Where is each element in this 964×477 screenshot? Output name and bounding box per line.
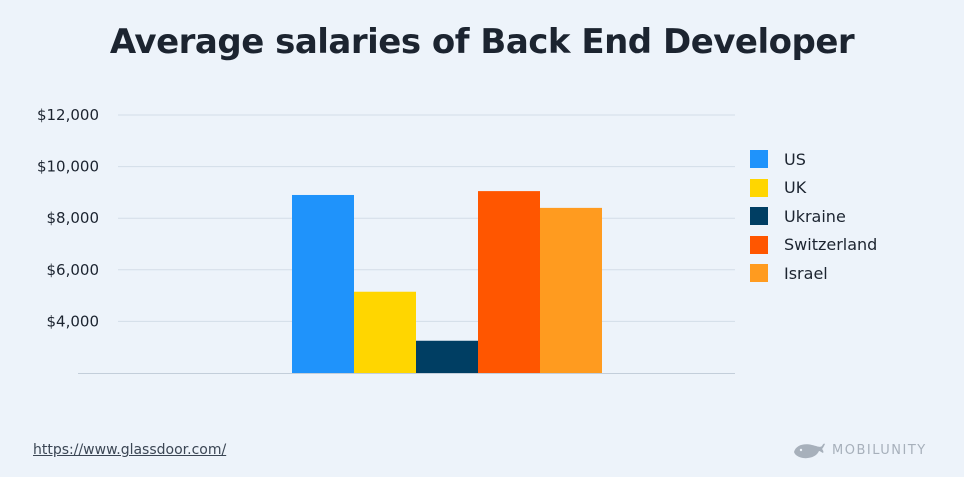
legend-item-switzerland: Switzerland [750,231,877,260]
legend-swatch [750,178,768,197]
y-tick-label: $6,000 [47,261,100,279]
bar-us [292,194,354,373]
bar-switzerland [478,191,540,373]
y-tick-label: $4,000 [47,312,100,330]
bar-ukraine [416,340,478,373]
legend-swatch [750,207,768,226]
bar-israel [540,207,602,373]
legend: US UK Ukraine Switzerland Israel [750,145,877,288]
y-tick-label: $8,000 [47,209,100,227]
legend-label: Israel [784,263,828,283]
legend-item-uk: UK [750,174,877,203]
legend-label: UK [784,178,807,198]
legend-item-ukraine: Ukraine [750,202,877,231]
legend-swatch [750,235,768,254]
y-axis-ticks: $4,000 $6,000 $8,000 $10,000 $12,000 [37,106,99,330]
legend-swatch [750,150,768,169]
legend-item-us: US [750,145,877,174]
gridlines [78,114,735,374]
brand-name: MOBILUNITY [832,442,927,458]
source-link[interactable]: https://www.glassdoor.com/ [33,442,227,458]
legend-label: US [784,149,806,169]
legend-label: Switzerland [784,235,878,255]
chart-title: Average salaries of Back End Developer [109,22,855,62]
legend-item-israel: Israel [750,259,877,288]
legend-swatch [750,264,768,283]
y-tick-label: $12,000 [37,106,99,124]
brand-logo: MOBILUNITY [792,438,927,462]
bar-uk [354,291,416,373]
bars [292,191,602,373]
legend-label: Ukraine [784,206,846,226]
whale-icon [794,443,825,459]
y-tick-label: $10,000 [37,158,99,176]
